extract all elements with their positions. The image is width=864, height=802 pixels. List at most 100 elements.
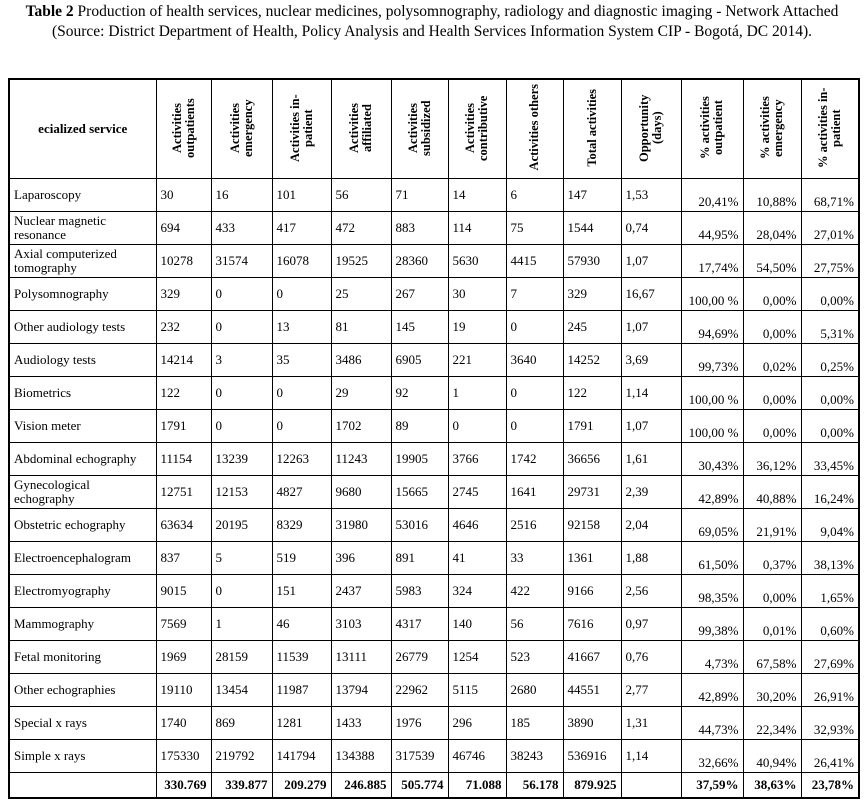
- table-cell: 1: [210, 607, 273, 641]
- caption-text: Production of health services, nuclear m…: [51, 3, 839, 40]
- table-cell: 28159: [210, 640, 273, 674]
- table-cell: 122: [562, 376, 622, 410]
- table-cell: 30,43%: [680, 442, 744, 476]
- table-cell: 0,00%: [742, 409, 802, 443]
- table-cell: 0: [210, 376, 273, 410]
- total-cell: 246.885: [330, 772, 392, 799]
- row-label: Laparoscopy: [8, 178, 157, 212]
- table-cell: 101: [271, 178, 332, 212]
- table-cell: 30: [447, 277, 507, 311]
- table-cell: 36656: [562, 442, 622, 476]
- table-cell: 1791: [562, 409, 622, 443]
- table-cell: 317539: [390, 739, 449, 773]
- total-cell: 209.279: [271, 772, 332, 799]
- table-cell: 35: [271, 343, 332, 377]
- table-cell: 40,88%: [742, 475, 802, 509]
- total-cell: 330.769: [155, 772, 212, 799]
- header-text: % activities in-patient: [815, 87, 843, 168]
- row-label: Gynecological echography: [8, 475, 157, 509]
- table-cell: 30: [155, 178, 212, 212]
- table-cell: 145: [390, 310, 449, 344]
- table-cell: 1791: [155, 409, 212, 443]
- table-cell: 98,35%: [680, 574, 744, 608]
- table-cell: 56: [330, 178, 392, 212]
- table-cell: 519: [271, 541, 332, 575]
- table-cell: 122: [155, 376, 212, 410]
- table-cell: 1544: [562, 211, 622, 245]
- table-cell: 10278: [155, 244, 212, 278]
- table-cell: 5630: [447, 244, 507, 278]
- table-cell: 140: [447, 607, 507, 641]
- table-cell: 30,20%: [742, 673, 802, 707]
- table-cell: 63634: [155, 508, 212, 542]
- table-cell: 3,69: [620, 343, 682, 377]
- table-cell: 16,67: [620, 277, 682, 311]
- table-cell: 100,00 %: [680, 409, 744, 443]
- table-cell: 1: [447, 376, 507, 410]
- table-cell: 1702: [330, 409, 392, 443]
- table-cell: 5: [210, 541, 273, 575]
- header-text: Opportunity (days): [637, 93, 664, 162]
- table-cell: 0,00%: [742, 376, 802, 410]
- table-cell: 0,60%: [800, 607, 860, 641]
- row-label: Audiology tests: [8, 343, 157, 377]
- table-cell: 3766: [447, 442, 507, 476]
- table-cell: 94,69%: [680, 310, 744, 344]
- empty-cell: [620, 772, 682, 799]
- table-cell: 9166: [562, 574, 622, 608]
- table-cell: 36,12%: [742, 442, 802, 476]
- table-cell: 3890: [562, 706, 622, 740]
- table-cell: 0,00%: [742, 310, 802, 344]
- header-text: Activities affiliated: [347, 102, 374, 153]
- header-cell: Activities subsidized: [390, 78, 449, 179]
- row-label: Special x rays: [8, 706, 157, 740]
- table-cell: 32,93%: [800, 706, 860, 740]
- table-cell: 1742: [505, 442, 564, 476]
- table-cell: 296: [447, 706, 507, 740]
- table-cell: 14: [447, 178, 507, 212]
- table-cell: 61,50%: [680, 541, 744, 575]
- table-cell: 22962: [390, 673, 449, 707]
- table-cell: 16078: [271, 244, 332, 278]
- table-cell: 0,01%: [742, 607, 802, 641]
- table-cell: 15665: [390, 475, 449, 509]
- row-label: Other echographies: [8, 673, 157, 707]
- row-label: Biometrics: [8, 376, 157, 410]
- table-cell: 3486: [330, 343, 392, 377]
- row-label: Abdominal echography: [8, 442, 157, 476]
- table-row: Biometrics 122 0 0 29 92 1 0 122 1,14 100,00 % 0,00…: [8, 376, 860, 410]
- table-cell: 5115: [447, 673, 507, 707]
- table-cell: 12263: [271, 442, 332, 476]
- table-cell: 1,07: [620, 409, 682, 443]
- table-cell: 175330: [155, 739, 212, 773]
- total-cell: 56.178: [505, 772, 564, 799]
- table-cell: 221: [447, 343, 507, 377]
- table-cell: 12153: [210, 475, 273, 509]
- table-cell: 26,91%: [800, 673, 860, 707]
- table-cell: 2,77: [620, 673, 682, 707]
- table-cell: 44,95%: [680, 211, 744, 245]
- header-text: % activities outpatient: [698, 96, 725, 159]
- table-cell: 41667: [562, 640, 622, 674]
- table-cell: 7: [505, 277, 564, 311]
- table-cell: 5983: [390, 574, 449, 608]
- table-cell: 100,00 %: [680, 277, 744, 311]
- header-cell: % activities outpatient: [680, 78, 744, 179]
- table-cell: 0: [210, 409, 273, 443]
- table-cell: 2,39: [620, 475, 682, 509]
- table-body: Laparoscopy 30 16 101 56 71 14 6 147 1,53 20,41% 10…: [8, 178, 860, 799]
- table-cell: 27,69%: [800, 640, 860, 674]
- table-cell: 0,76: [620, 640, 682, 674]
- total-cell: 879.925: [562, 772, 622, 799]
- table-cell: 4646: [447, 508, 507, 542]
- table-cell: 7616: [562, 607, 622, 641]
- table-cell: 329: [562, 277, 622, 311]
- table-cell: 141794: [271, 739, 332, 773]
- table-cell: 42,89%: [680, 673, 744, 707]
- header-text: Total activities: [584, 88, 599, 167]
- total-cell: 37,59%: [680, 772, 744, 799]
- header-text: Activities emergency: [227, 98, 255, 157]
- table-row: Audiology tests 14214 3 35 3486 6905 221 3640 14…: [8, 343, 860, 377]
- table-cell: 0,00%: [800, 277, 860, 311]
- table-cell: 38,13%: [800, 541, 860, 575]
